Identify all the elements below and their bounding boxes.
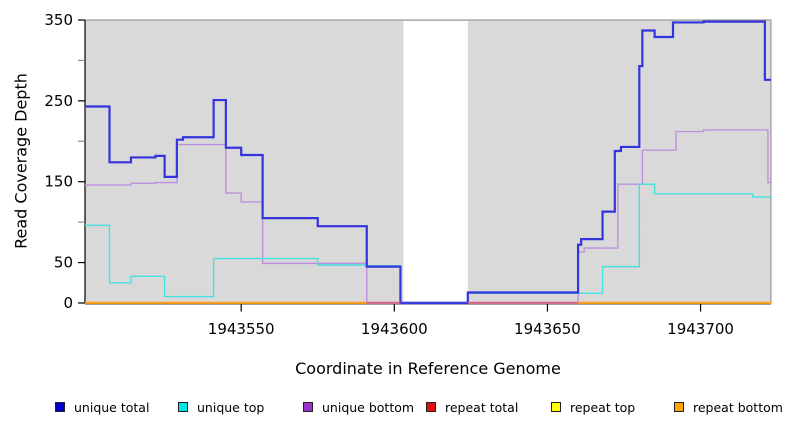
legend-item-unique-top: unique top [178,398,264,416]
chart-legend: unique total unique top unique bottom repea… [0,398,792,420]
legend-item-label: unique bottom [322,399,415,415]
legend-swatch-icon [178,402,188,412]
y-tick-label: 0 [63,294,73,312]
legend-swatch-icon [303,402,313,412]
x-tick-label: 1943600 [361,320,428,338]
y-tick-label: 150 [44,173,73,191]
legend-item-unique-bottom: unique bottom [303,398,414,416]
legend-item-repeat-bottom: repeat bottom [674,398,783,416]
no-data-gap [403,21,468,304]
legend-item-repeat-top: repeat top [551,398,635,416]
legend-item-label: repeat top [570,399,636,415]
y-tick-label: 350 [44,11,73,29]
legend-item-label: unique top [197,399,265,415]
legend-item-label: unique total [74,399,150,415]
y-axis-title: Read Coverage Depth [11,73,31,249]
x-tick-label: 1943700 [667,320,734,338]
legend-swatch-icon [55,402,65,412]
y-tick-label: 250 [44,92,73,110]
legend-swatch-icon [551,402,561,412]
series-unique-total [85,20,771,305]
legend-item-unique-total: unique total [55,398,149,416]
x-tick-label: 1943550 [208,320,275,338]
legend-swatch-icon [674,402,684,412]
legend-item-label: repeat bottom [693,399,783,415]
y-tick-label: 50 [54,254,73,272]
legend-item-repeat-total: repeat total [426,398,518,416]
legend-swatch-icon [426,402,436,412]
x-axis-title: Coordinate in Reference Genome [295,359,561,378]
x-tick-label: 1943650 [514,320,581,338]
legend-item-label: repeat total [445,399,519,415]
